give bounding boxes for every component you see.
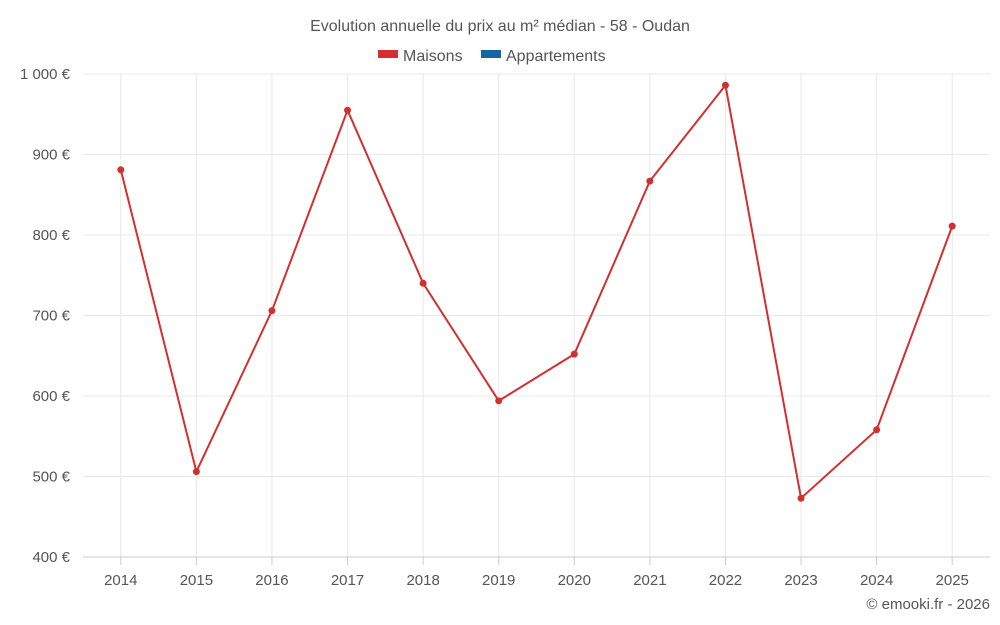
y-tick-label: 700 €	[32, 308, 70, 325]
data-point[interactable]	[873, 426, 881, 434]
legend: Maisons Appartements	[378, 48, 606, 65]
data-point[interactable]	[646, 177, 654, 185]
data-point[interactable]	[797, 494, 805, 502]
data-point[interactable]	[721, 81, 729, 89]
y-tick-label: 600 €	[32, 388, 70, 405]
data-point[interactable]	[570, 350, 578, 358]
x-tick-label: 2020	[558, 572, 591, 589]
y-axis: 400 € 500 € 600 € 700 € 800 € 900 € 1 000 €	[20, 66, 71, 566]
x-tick-label: 2023	[784, 572, 817, 589]
x-tick-label: 2022	[709, 572, 742, 589]
data-point[interactable]	[117, 166, 125, 174]
x-tick-label: 2021	[633, 572, 666, 589]
y-tick-label: 800 €	[32, 227, 70, 244]
credit-text: © emooki.fr - 2026	[866, 596, 990, 613]
x-tick-label: 2025	[936, 572, 969, 589]
y-tick-label: 500 €	[32, 469, 70, 486]
legend-swatch-maisons[interactable]	[378, 50, 398, 58]
series-maisons	[117, 81, 956, 502]
x-tick-label: 2014	[104, 572, 137, 589]
data-point[interactable]	[495, 397, 503, 405]
y-tick-label: 400 €	[32, 549, 70, 566]
y-tick-label: 1 000 €	[20, 66, 71, 83]
x-tick-label: 2024	[860, 572, 893, 589]
x-tick-label: 2016	[255, 572, 288, 589]
data-point[interactable]	[268, 307, 276, 315]
x-tick-label: 2019	[482, 572, 515, 589]
legend-label-appartements[interactable]: Appartements	[506, 48, 606, 65]
data-point[interactable]	[344, 106, 352, 114]
data-point[interactable]	[419, 279, 427, 287]
legend-swatch-appartements[interactable]	[481, 50, 501, 58]
chart-title: Evolution annuelle du prix au m² médian …	[310, 18, 690, 35]
y-tick-label: 900 €	[32, 147, 70, 164]
x-tick-label: 2015	[180, 572, 213, 589]
x-tick-label: 2018	[406, 572, 439, 589]
data-point[interactable]	[948, 222, 956, 230]
gridlines	[83, 73, 990, 557]
x-axis: 2014 2015 2016 2017 2018 2019 2020 2021 2022 2023…	[83, 556, 990, 589]
data-point[interactable]	[192, 468, 200, 476]
x-tick-label: 2017	[331, 572, 364, 589]
legend-label-maisons[interactable]: Maisons	[403, 48, 463, 65]
series-line-maisons	[119, 82, 954, 501]
